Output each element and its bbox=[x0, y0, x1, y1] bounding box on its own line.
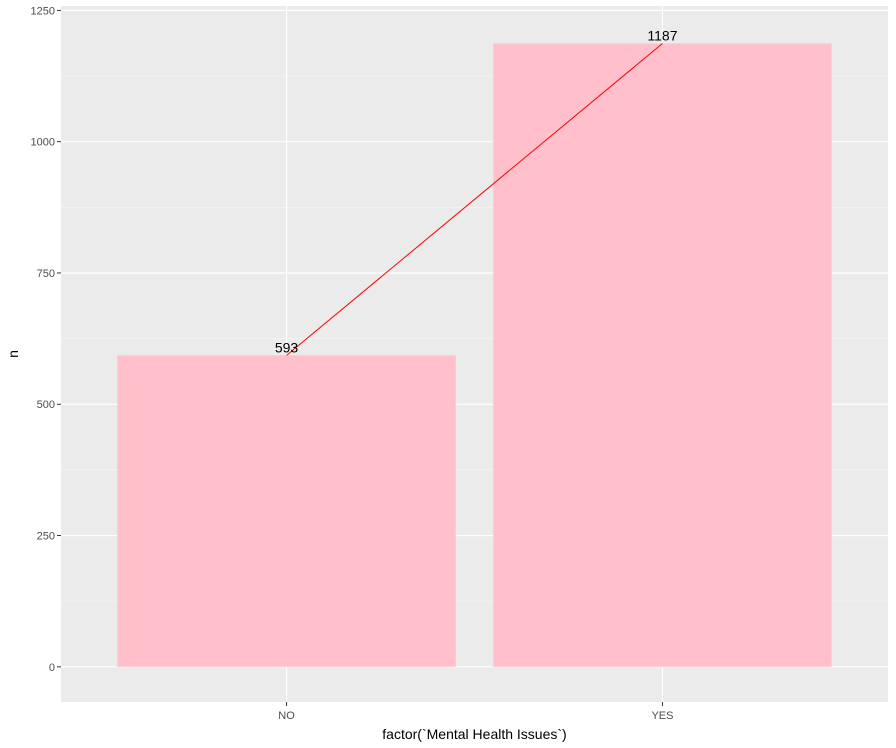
data-labels: 593 1187 bbox=[275, 27, 678, 355]
y-axis: 0 250 500 750 1000 1250 bbox=[31, 5, 61, 674]
y-axis-title: n bbox=[5, 350, 21, 358]
bar-no bbox=[117, 355, 456, 667]
x-tick-label: NO bbox=[278, 710, 295, 722]
bars bbox=[117, 43, 832, 667]
overlay-line-group bbox=[286, 43, 663, 356]
data-label-yes: 1187 bbox=[647, 27, 677, 43]
x-axis: NO YES bbox=[278, 702, 673, 722]
y-tick-label: 250 bbox=[37, 531, 55, 543]
x-tick-label: YES bbox=[651, 710, 673, 722]
y-tick-label: 1250 bbox=[31, 5, 55, 17]
trend-line bbox=[286, 43, 663, 356]
y-tick-label: 0 bbox=[49, 662, 55, 674]
y-tick-label: 1000 bbox=[31, 137, 55, 149]
bar-yes bbox=[493, 43, 832, 667]
data-label-no: 593 bbox=[275, 339, 299, 355]
x-axis-title: factor(`Mental Health Issues`) bbox=[382, 726, 566, 742]
y-tick-label: 750 bbox=[37, 268, 55, 280]
y-tick-label: 500 bbox=[37, 399, 55, 411]
